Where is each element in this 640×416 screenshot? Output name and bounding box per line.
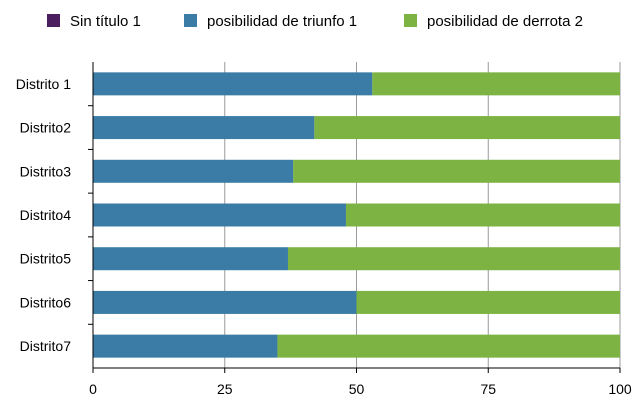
bar-1-series-1 [93,116,315,140]
bar-5-series-1 [93,290,357,314]
x-tick-label-1: 25 [217,381,233,397]
legend: Sin título 1 posibilidad de triunfo 1 posi… [47,13,583,30]
legend-label-1: posibilidad de triunfo 1 [207,13,357,30]
category-label-4: Distrito5 [20,251,72,267]
bar-5-series-2 [356,290,620,314]
category-label-1: Distrito2 [20,120,72,136]
category-label-2: Distrito3 [20,163,72,179]
x-tick-labels: 0 25 50 75 100 [89,381,632,397]
bar-4-series-1 [93,247,288,271]
bar-2-series-1 [93,159,294,183]
bar-0-series-2 [372,72,620,96]
x-tick-label-0: 0 [89,381,97,397]
x-tick-label-3: 75 [480,381,496,397]
category-label-6: Distrito7 [20,338,72,354]
bars [93,72,620,358]
category-label-5: Distrito6 [20,294,72,310]
legend-swatch-1 [184,14,197,27]
bar-6-series-1 [93,334,278,358]
x-tick-label-4: 100 [608,381,632,397]
bar-6-series-2 [277,334,620,358]
bar-3-series-1 [93,203,346,227]
axes [88,62,621,373]
bar-0-series-1 [93,72,373,96]
x-tick-label-2: 50 [349,381,365,397]
legend-swatch-2 [404,14,417,27]
bar-2-series-2 [293,159,620,183]
bar-4-series-2 [287,247,620,271]
bar-3-series-2 [345,203,620,227]
bar-1-series-2 [314,116,620,140]
category-label-0: Distrito 1 [16,76,71,92]
category-labels: Distrito 1 Distrito2 Distrito3 Distrito4 Dis… [16,76,71,354]
legend-label-0: Sin título 1 [70,13,141,30]
legend-swatch-0 [47,14,60,27]
legend-label-2: posibilidad de derrota 2 [427,13,583,30]
category-label-3: Distrito4 [20,207,72,223]
